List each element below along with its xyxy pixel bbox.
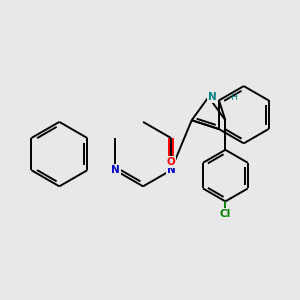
Text: -H: -H <box>228 92 238 101</box>
Text: N: N <box>208 92 217 102</box>
Text: Cl: Cl <box>220 209 231 219</box>
Text: O: O <box>167 158 176 167</box>
Text: N: N <box>167 165 176 175</box>
Text: N: N <box>111 165 119 175</box>
